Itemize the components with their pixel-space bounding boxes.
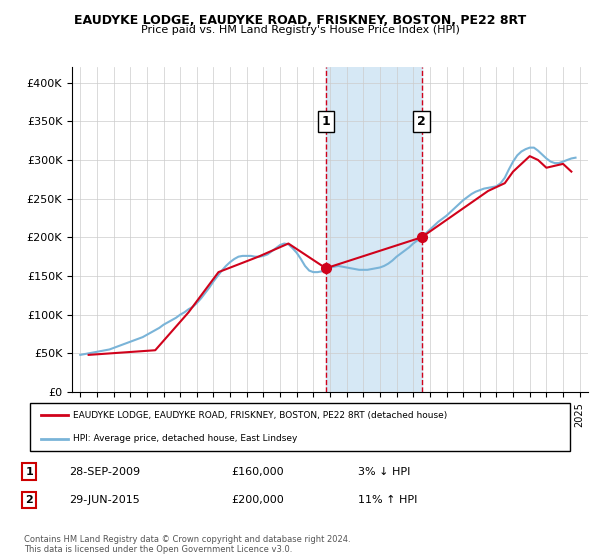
Text: HPI: Average price, detached house, East Lindsey: HPI: Average price, detached house, East… (73, 435, 298, 444)
Text: 11% ↑ HPI: 11% ↑ HPI (358, 495, 417, 505)
Text: 29-JUN-2015: 29-JUN-2015 (70, 495, 140, 505)
Text: Price paid vs. HM Land Registry's House Price Index (HPI): Price paid vs. HM Land Registry's House … (140, 25, 460, 35)
Text: £160,000: £160,000 (231, 466, 284, 477)
Text: EAUDYKE LODGE, EAUDYKE ROAD, FRISKNEY, BOSTON, PE22 8RT: EAUDYKE LODGE, EAUDYKE ROAD, FRISKNEY, B… (74, 14, 526, 27)
Text: EAUDYKE LODGE, EAUDYKE ROAD, FRISKNEY, BOSTON, PE22 8RT (detached house): EAUDYKE LODGE, EAUDYKE ROAD, FRISKNEY, B… (73, 410, 448, 419)
Text: Contains HM Land Registry data © Crown copyright and database right 2024.
This d: Contains HM Land Registry data © Crown c… (24, 535, 350, 554)
Text: 28-SEP-2009: 28-SEP-2009 (70, 466, 141, 477)
FancyBboxPatch shape (30, 403, 570, 451)
Text: 2: 2 (417, 115, 426, 128)
Text: 3% ↓ HPI: 3% ↓ HPI (358, 466, 410, 477)
Text: £200,000: £200,000 (231, 495, 284, 505)
Text: 2: 2 (25, 495, 33, 505)
Text: 1: 1 (322, 115, 330, 128)
Text: 1: 1 (25, 466, 33, 477)
Bar (326, 67, 422, 392)
